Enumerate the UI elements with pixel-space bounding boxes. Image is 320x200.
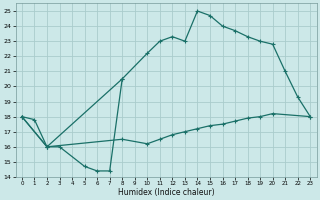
X-axis label: Humidex (Indice chaleur): Humidex (Indice chaleur) [118, 188, 214, 197]
